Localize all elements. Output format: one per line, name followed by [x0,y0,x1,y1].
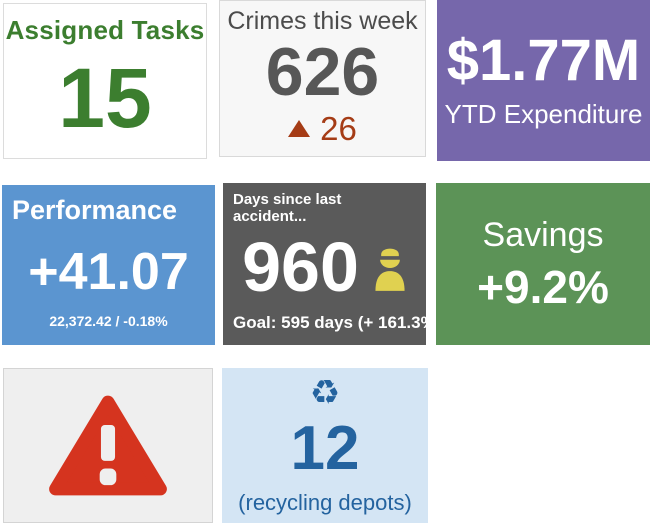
crimes-value: 626 [265,34,380,110]
tile-days-since-accident: Days since last accident... 960 Goal: 59… [223,183,442,345]
performance-title: Performance [12,195,178,225]
tile-savings: Savings +9.2% [436,183,650,345]
expenditure-label: YTD Expenditure [444,98,643,129]
accident-value: 960 [242,228,359,306]
crimes-title: Crimes this week [227,7,418,35]
accident-title: Days since last accident... [233,191,342,225]
recycle-icon: ♻ [309,373,341,412]
crimes-delta-value: 26 [320,110,357,147]
accident-value-row: 960 [233,232,416,302]
performance-value: +41.07 [28,243,189,301]
crimes-delta: 26 [288,112,357,145]
tile-ytd-expenditure: $1.77M YTD Expenditure [437,0,650,161]
performance-detail: 22,372.42 / -0.18% [49,313,168,329]
savings-value: +9.2% [477,261,609,313]
recycling-label: (recycling depots) [238,489,412,515]
assigned-tasks-value: 15 [58,51,152,145]
worker-icon [373,241,407,293]
expenditure-value: $1.77M [446,27,641,93]
savings-title: Savings [482,216,604,254]
up-triangle-icon [288,120,311,137]
tile-performance: Performance +41.07 22,372.42 / -0.18% [2,185,215,345]
tile-assigned-tasks: Assigned Tasks 15 [3,3,207,159]
tile-recycling-depots: ♻ 12 (recycling depots) [222,368,428,523]
assigned-tasks-title: Assigned Tasks [5,15,205,45]
warning-triangle-icon [44,389,172,502]
tile-crimes-this-week: Crimes this week 626 26 [219,0,426,157]
tile-warning [3,368,213,523]
recycling-value: 12 [290,413,360,483]
accident-goal: Goal: 595 days (+ 161.3%) [233,313,442,332]
